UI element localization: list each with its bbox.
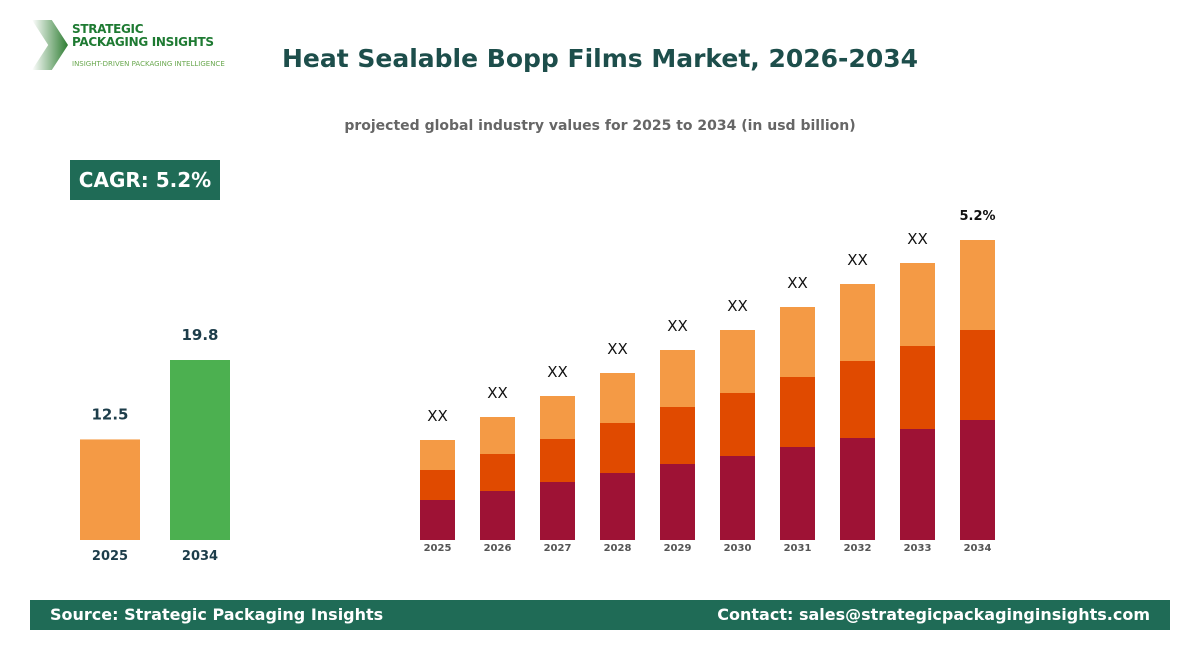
bar-segment-2025-1 xyxy=(420,470,455,500)
bar-segment-2025-2 xyxy=(420,440,455,470)
charts: 12.5 2025 19.8 2034 XX 2025 XX 2026 XX 2027 XX 2028… xyxy=(80,209,996,564)
data-label: XX xyxy=(607,340,628,358)
data-label: 19.8 xyxy=(181,326,218,344)
x-tick-label: 2025 xyxy=(424,543,452,554)
bar-segment-2032-2 xyxy=(840,284,875,361)
source-text: Source: Strategic Packaging Insights xyxy=(50,605,384,624)
data-label: 12.5 xyxy=(91,405,128,423)
bar-segment-2025-0 xyxy=(420,500,455,540)
x-tick-label: 2026 xyxy=(484,543,512,554)
bar-segment-2034-0 xyxy=(960,420,995,540)
data-label: 5.2% xyxy=(959,209,995,224)
subtitle: projected global industry values for 202… xyxy=(344,118,856,134)
bar-segment-2026-1 xyxy=(480,454,515,491)
data-label: XX xyxy=(847,251,868,269)
x-tick-label: 2033 xyxy=(904,543,932,554)
bar-segment-2030-0 xyxy=(720,456,755,540)
bar-segment-2030-2 xyxy=(720,330,755,393)
bar-segment-2028-1 xyxy=(600,423,635,473)
data-label: XX xyxy=(667,317,688,335)
bar-segment-2030-1 xyxy=(720,393,755,456)
bar-segment-2034-1 xyxy=(960,330,995,420)
bar-segment-2034-2 xyxy=(960,240,995,330)
data-label: XX xyxy=(727,297,748,315)
bar-2025 xyxy=(80,439,140,540)
bar-segment-2029-1 xyxy=(660,407,695,464)
bar-segment-2031-1 xyxy=(780,377,815,447)
data-label: XX xyxy=(907,230,928,248)
footer-bar: Source: Strategic Packaging Insights Con… xyxy=(30,600,1170,630)
x-tick-label: 2034 xyxy=(182,549,218,564)
bar-segment-2032-0 xyxy=(840,438,875,540)
bar-segment-2033-2 xyxy=(900,263,935,346)
bar-segment-2033-1 xyxy=(900,346,935,429)
bar-segment-2031-2 xyxy=(780,307,815,377)
logo-tagline: INSIGHT-DRIVEN PACKAGING INTELLIGENCE xyxy=(72,60,225,68)
x-tick-label: 2029 xyxy=(664,543,692,554)
data-label: XX xyxy=(787,274,808,292)
bar-segment-2029-2 xyxy=(660,350,695,407)
bar-segment-2032-1 xyxy=(840,361,875,438)
x-tick-label: 2030 xyxy=(724,543,752,554)
x-tick-label: 2028 xyxy=(604,543,632,554)
bar-segment-2029-0 xyxy=(660,464,695,540)
data-label: XX xyxy=(547,363,568,381)
bar-segment-2028-0 xyxy=(600,473,635,540)
bar-segment-2033-0 xyxy=(900,429,935,540)
logo-name: STRATEGIC PACKAGING INSIGHTS xyxy=(72,22,214,49)
bar-segment-2026-0 xyxy=(480,491,515,540)
data-label: XX xyxy=(427,407,448,425)
bar-2034 xyxy=(170,360,230,540)
cagr-badge: CAGR: 5.2% xyxy=(70,160,220,200)
logo: STRATEGIC PACKAGING INSIGHTS INSIGHT-DRIV… xyxy=(32,20,225,72)
x-tick-label: 2025 xyxy=(92,549,128,564)
bar-segment-2027-1 xyxy=(540,439,575,482)
contact-text[interactable]: Contact: sales@strategicpackaginginsight… xyxy=(717,605,1150,624)
bar-segment-2026-2 xyxy=(480,417,515,454)
x-tick-label: 2032 xyxy=(844,543,872,554)
data-label: XX xyxy=(487,384,508,402)
bar-segment-2031-0 xyxy=(780,447,815,540)
bar-segment-2027-2 xyxy=(540,396,575,439)
bar-segment-2028-2 xyxy=(600,373,635,423)
x-tick-label: 2031 xyxy=(784,543,812,554)
bar-segment-2027-0 xyxy=(540,482,575,540)
x-tick-label: 2034 xyxy=(964,543,992,554)
x-tick-label: 2027 xyxy=(544,543,572,554)
page-title: Heat Sealable Bopp Films Market, 2026-20… xyxy=(281,44,919,73)
